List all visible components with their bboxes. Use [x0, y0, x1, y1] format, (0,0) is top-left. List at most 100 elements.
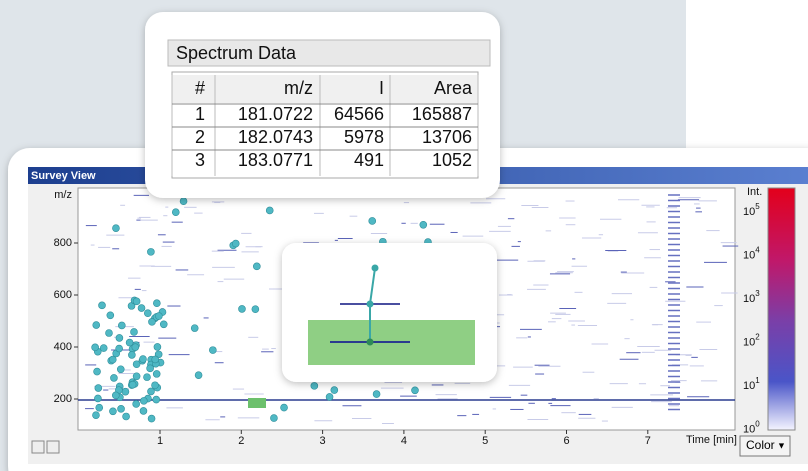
table-cell: 5978: [344, 127, 384, 147]
feature-dot: [195, 372, 202, 379]
color-bar: [768, 188, 795, 430]
table-cell: 1: [195, 104, 205, 124]
feature-dot: [96, 404, 103, 411]
x-tick-label: 7: [645, 435, 651, 447]
feature-dot: [152, 356, 159, 363]
color-tick-base: 10: [743, 206, 755, 218]
feature-dot: [132, 344, 139, 351]
color-button-label[interactable]: Color: [746, 438, 775, 452]
feature-dot: [331, 387, 338, 394]
feature-dot: [420, 221, 427, 228]
table-cell: 3: [195, 150, 205, 170]
feature-dot: [107, 312, 114, 319]
feature-dot: [117, 366, 124, 373]
y-tick-label: 600: [54, 289, 72, 301]
screen: Survey View m/z Time [min] Int. 20040060…: [0, 0, 808, 471]
intensity-label: Int.: [747, 186, 762, 198]
zoom-button[interactable]: [32, 441, 44, 453]
column-header-label: Area: [434, 78, 473, 98]
white-corner: [686, 0, 808, 150]
inset-point: [367, 339, 374, 346]
color-tick-exponent: 4: [755, 246, 760, 255]
feature-dot: [133, 361, 140, 368]
color-tick-exponent: 2: [755, 333, 760, 342]
table-cell: 13706: [422, 127, 472, 147]
feature-dot: [140, 397, 147, 404]
feature-dot: [238, 305, 245, 312]
color-tick-base: 10: [743, 423, 755, 435]
feature-dot: [209, 347, 216, 354]
dropdown-arrow[interactable]: ▼: [777, 440, 786, 450]
feature-dot: [126, 339, 133, 346]
feature-dot: [112, 225, 119, 232]
table-cell: 182.0743: [238, 127, 313, 147]
pan-button[interactable]: [47, 441, 59, 453]
table-cell: 183.0771: [238, 150, 313, 170]
column-header-label: #: [195, 78, 205, 98]
feature-dot: [112, 392, 119, 399]
x-axis-label: Time [min]: [686, 434, 737, 446]
y-axis-label: m/z: [54, 189, 72, 201]
x-tick-label: 3: [320, 435, 326, 447]
color-tick-base: 10: [743, 293, 755, 305]
column-header-label: I: [379, 78, 384, 98]
feature-dot: [93, 322, 100, 329]
feature-dot: [133, 298, 140, 305]
feature-dot: [266, 207, 273, 214]
feature-dot: [133, 400, 140, 407]
x-tick-label: 4: [401, 435, 407, 447]
feature-dot: [172, 209, 179, 216]
inset-point: [372, 265, 379, 272]
feature-dot: [94, 395, 101, 402]
feature-dot: [92, 412, 99, 419]
feature-dot: [105, 330, 112, 337]
color-tick-exponent: 3: [755, 289, 760, 298]
table-cell: 2: [195, 127, 205, 147]
selected-feature: [248, 398, 266, 408]
table-title: Spectrum Data: [176, 43, 297, 63]
feature-dot: [253, 263, 260, 270]
feature-dot: [369, 217, 376, 224]
feature-dot: [270, 415, 277, 422]
feature-dot: [94, 368, 101, 375]
feature-dot: [99, 302, 106, 309]
feature-dot: [133, 373, 140, 380]
feature-dot: [116, 334, 123, 341]
feature-dot: [373, 391, 380, 398]
feature-dot: [128, 351, 135, 358]
table-cell: 64566: [334, 104, 384, 124]
feature-dot: [139, 356, 146, 363]
feature-dot: [118, 405, 125, 412]
column-header: [172, 75, 478, 103]
feature-dot: [160, 321, 167, 328]
color-tick-base: 10: [743, 249, 755, 261]
feature-dot: [155, 313, 162, 320]
x-tick-label: 1: [157, 435, 163, 447]
feature-dot: [109, 356, 116, 363]
feature-dot: [144, 310, 151, 317]
x-tick-label: 5: [482, 435, 488, 447]
y-tick-label: 400: [54, 341, 72, 353]
feature-dot: [252, 306, 259, 313]
feature-dot: [147, 365, 154, 372]
feature-dot: [326, 393, 333, 400]
feature-dot: [232, 240, 239, 247]
y-tick-label: 800: [54, 237, 72, 249]
feature-dot: [411, 387, 418, 394]
feature-dot: [153, 396, 160, 403]
feature-dot: [154, 343, 161, 350]
y-tick-label: 200: [54, 393, 72, 405]
feature-dot: [123, 413, 130, 420]
feature-dot: [118, 322, 125, 329]
feature-dot: [311, 382, 318, 389]
feature-dot: [109, 408, 116, 415]
color-tick-base: 10: [743, 336, 755, 348]
feature-dot: [147, 388, 154, 395]
table-cell: 165887: [412, 104, 472, 124]
feature-dot: [95, 385, 102, 392]
feature-dot: [281, 404, 288, 411]
page: Survey View m/z Time [min] Int. 20040060…: [0, 0, 808, 471]
x-tick-label: 6: [563, 435, 569, 447]
table-cell: 181.0722: [238, 104, 313, 124]
